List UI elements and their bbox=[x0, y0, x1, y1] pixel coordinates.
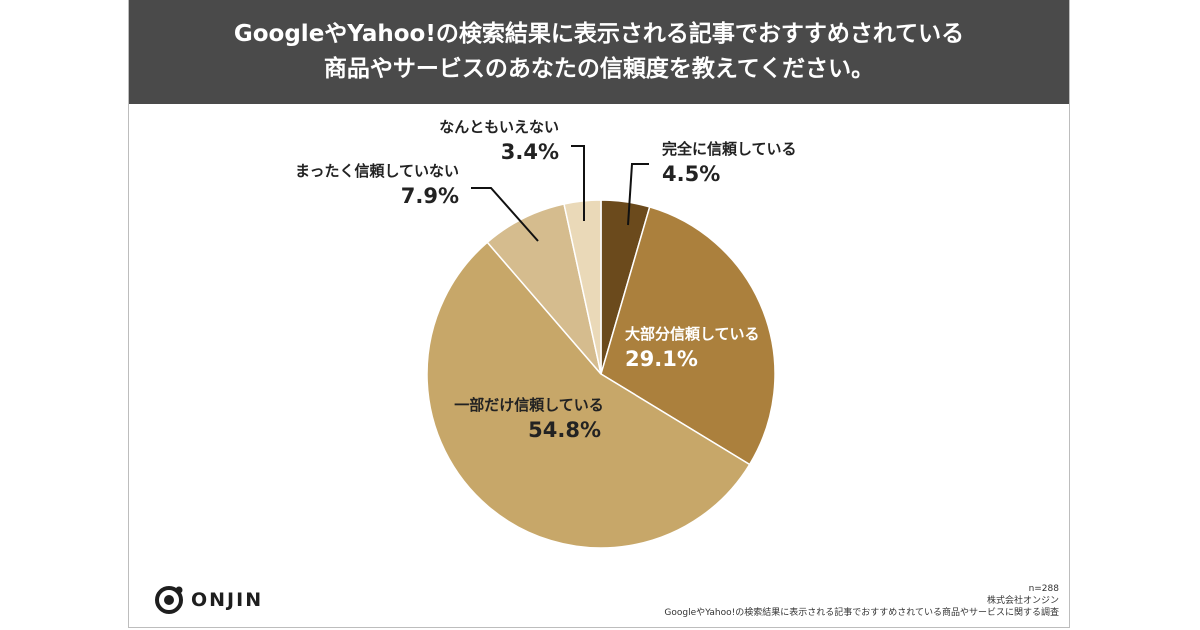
survey-name: GoogleやYahoo!の検索結果に表示される記事でおすすめされている商品やサ… bbox=[664, 608, 1059, 618]
pie-slice-cannot-say bbox=[563, 199, 602, 375]
slice-label-partly-trust: 一部だけ信頼している bbox=[454, 396, 604, 414]
slice-value-partly-trust: 54.8% bbox=[528, 418, 601, 442]
chart-title-line-1: GoogleやYahoo!の検索結果に表示される記事でおすすめされている bbox=[233, 21, 965, 47]
slice-label-cannot-say: なんともいえない bbox=[439, 118, 559, 136]
chart-title-banner: GoogleやYahoo!の検索結果に表示される記事でおすすめされている 商品や… bbox=[129, 0, 1069, 104]
slice-value-fully-trust: 4.5% bbox=[662, 162, 720, 186]
pie-chart-area: 完全に信頼している 4.5% 大部分信頼している 29.1% 一部だけ信頼している 54.… bbox=[129, 104, 1069, 574]
slice-value-cannot-say: 3.4% bbox=[501, 140, 559, 164]
logo-text: ONJIN bbox=[191, 589, 264, 611]
slice-value-no-trust: 7.9% bbox=[401, 184, 459, 208]
chart-title-line-2: 商品やサービスのあなたの信頼度を教えてください。 bbox=[323, 56, 875, 82]
leader-line-fully-trust bbox=[627, 163, 649, 226]
leader-line-no-trust bbox=[471, 187, 539, 242]
leader-line-cannot-say bbox=[571, 145, 585, 221]
company-name: 株式会社オンジン bbox=[986, 596, 1059, 606]
slice-label-no-trust: まったく信頼していない bbox=[295, 162, 459, 180]
chart-card: GoogleやYahoo!の検索結果に表示される記事でおすすめされている 商品や… bbox=[128, 0, 1070, 628]
source-notes: n=288 株式会社オンジン GoogleやYahoo!の検索結果に表示される記… bbox=[664, 583, 1059, 619]
sample-size: n=288 bbox=[1028, 584, 1059, 594]
slice-value-mostly-trust: 29.1% bbox=[625, 347, 698, 371]
onjin-logo: ONJIN bbox=[153, 584, 263, 616]
pie-chart: 完全に信頼している 4.5% 大部分信頼している 29.1% 一部だけ信頼している 54.… bbox=[295, 118, 797, 549]
slice-label-mostly-trust: 大部分信頼している bbox=[625, 325, 760, 343]
onjin-logo-icon bbox=[155, 586, 183, 614]
slice-label-fully-trust: 完全に信頼している bbox=[662, 140, 797, 158]
pie-slice-partly-trust bbox=[426, 241, 751, 549]
